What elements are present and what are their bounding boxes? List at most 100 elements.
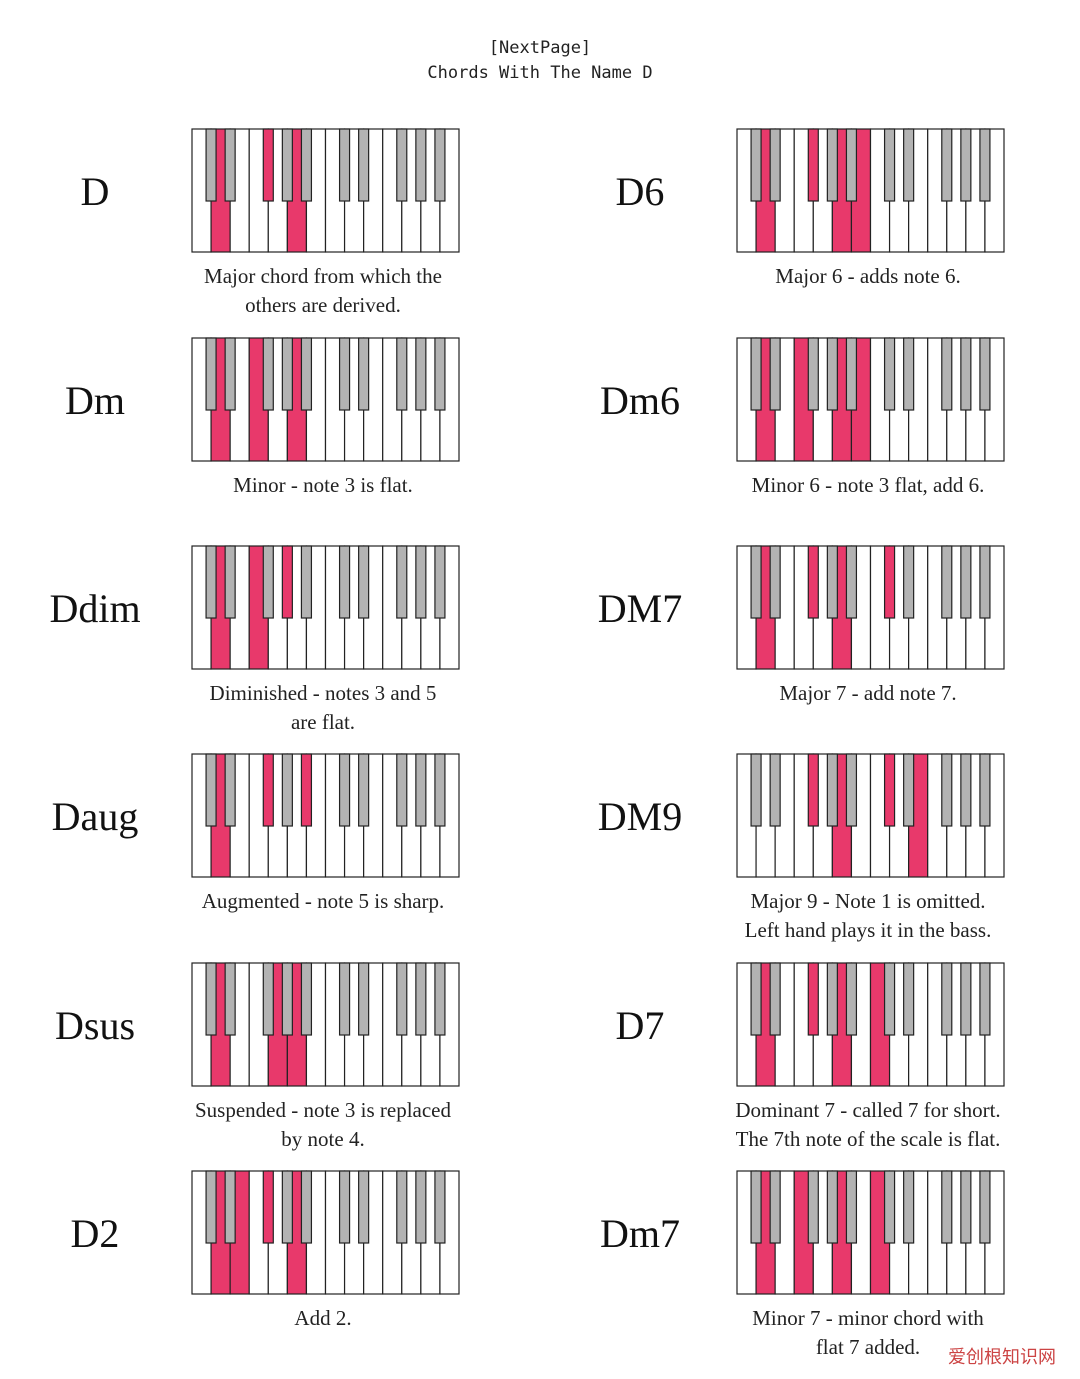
chord-dm7: DM7 Major 7 - add note 7. bbox=[0, 545, 1005, 753]
black-key bbox=[338, 128, 351, 202]
black-key bbox=[903, 753, 915, 827]
black-key bbox=[434, 962, 446, 1036]
black-key bbox=[903, 128, 915, 202]
chord-caption: Major 9 - Note 1 is omitted. Left hand p… bbox=[744, 889, 992, 942]
chord-caption: Minor 7 - minor chord with flat 7 added. bbox=[752, 1306, 984, 1359]
black-key bbox=[979, 1170, 991, 1244]
black-key bbox=[979, 753, 991, 827]
chord-caption: Minor 6 - note 3 flat, add 6. bbox=[751, 473, 985, 497]
black-key bbox=[750, 545, 762, 619]
black-key-highlighted bbox=[883, 545, 896, 619]
black-key bbox=[769, 337, 781, 411]
black-key bbox=[262, 545, 274, 619]
keyboard-diagram bbox=[736, 753, 1005, 878]
black-key bbox=[338, 337, 351, 411]
black-key-highlighted bbox=[807, 753, 819, 827]
black-key bbox=[300, 1170, 313, 1244]
black-key bbox=[807, 337, 819, 411]
chord-ddim: Ddim Diminished - notes 3 and 5 are flat. bbox=[0, 545, 540, 753]
chord-d: D Major chord from which the others are d… bbox=[0, 128, 540, 336]
black-key bbox=[769, 1170, 781, 1244]
black-key bbox=[883, 1170, 896, 1244]
black-key-highlighted bbox=[262, 753, 274, 827]
chord-name: DM7 bbox=[597, 586, 683, 631]
black-key bbox=[338, 753, 351, 827]
black-key bbox=[415, 962, 427, 1036]
black-key bbox=[960, 1170, 972, 1244]
black-key bbox=[224, 545, 236, 619]
black-key-highlighted bbox=[807, 545, 819, 619]
black-key bbox=[960, 337, 972, 411]
watermark: 爱创根知识网 bbox=[948, 1347, 1056, 1368]
black-key bbox=[960, 962, 972, 1036]
keyboard-diagram bbox=[736, 962, 1005, 1087]
black-key bbox=[826, 753, 838, 827]
black-key bbox=[358, 1170, 370, 1244]
black-key-highlighted bbox=[300, 753, 313, 827]
black-key bbox=[205, 962, 217, 1036]
chord-name: Dm bbox=[65, 378, 125, 423]
black-key bbox=[960, 545, 972, 619]
black-key bbox=[434, 545, 446, 619]
header-nextpage[interactable]: [NextPage] bbox=[488, 38, 592, 58]
black-key-highlighted bbox=[807, 128, 819, 202]
black-key bbox=[941, 1170, 953, 1244]
black-key bbox=[941, 962, 953, 1036]
black-key-highlighted bbox=[883, 753, 896, 827]
black-key bbox=[750, 128, 762, 202]
black-key bbox=[883, 962, 896, 1036]
black-key bbox=[415, 1170, 427, 1244]
chord-caption: Major 7 - add note 7. bbox=[779, 681, 957, 705]
black-key bbox=[300, 962, 313, 1036]
black-key bbox=[903, 962, 915, 1036]
black-key-highlighted bbox=[807, 962, 819, 1036]
black-key bbox=[205, 753, 217, 827]
black-key bbox=[358, 962, 370, 1036]
chord-dm: Dm Minor - note 3 is flat. bbox=[0, 337, 540, 545]
black-key bbox=[224, 128, 236, 202]
black-key bbox=[979, 962, 991, 1036]
black-key bbox=[396, 1170, 408, 1244]
black-key bbox=[750, 337, 762, 411]
chord-d7: D7 Dominant 7 - called 7 for short. The 7… bbox=[0, 962, 1005, 1170]
black-key bbox=[941, 545, 953, 619]
black-key bbox=[903, 1170, 915, 1244]
chord-name: Dm6 bbox=[600, 378, 680, 423]
black-key bbox=[941, 753, 953, 827]
black-key bbox=[826, 1170, 838, 1244]
black-key bbox=[750, 1170, 762, 1244]
black-key bbox=[415, 128, 427, 202]
black-key bbox=[883, 128, 896, 202]
black-key bbox=[300, 545, 313, 619]
chord-name: Dsus bbox=[54, 1003, 136, 1048]
black-key bbox=[396, 128, 408, 202]
black-key bbox=[358, 545, 370, 619]
black-key bbox=[358, 128, 370, 202]
chord-caption: Add 2. bbox=[294, 1306, 352, 1330]
black-key bbox=[845, 337, 858, 411]
black-key bbox=[750, 753, 762, 827]
black-key bbox=[281, 128, 293, 202]
black-key bbox=[941, 337, 953, 411]
black-key bbox=[281, 962, 293, 1036]
black-key bbox=[205, 1170, 217, 1244]
black-key bbox=[358, 753, 370, 827]
black-key bbox=[415, 337, 427, 411]
black-key bbox=[396, 962, 408, 1036]
chord-caption: Minor - note 3 is flat. bbox=[233, 473, 413, 497]
black-key-highlighted bbox=[281, 545, 293, 619]
black-key bbox=[769, 128, 781, 202]
header-title: Chords With The Name D bbox=[427, 63, 653, 83]
chord-caption: Suspended - note 3 is replaced by note 4… bbox=[194, 1098, 451, 1151]
chord-name: D6 bbox=[615, 169, 665, 214]
black-key bbox=[826, 337, 838, 411]
keyboard-diagram bbox=[736, 1170, 1005, 1295]
keyboard-diagram bbox=[191, 337, 460, 462]
black-key bbox=[396, 545, 408, 619]
black-key bbox=[979, 545, 991, 619]
black-key bbox=[300, 337, 313, 411]
black-key bbox=[338, 1170, 351, 1244]
keyboard-diagram bbox=[736, 545, 1005, 670]
chord-name: D bbox=[80, 169, 110, 214]
black-key bbox=[224, 962, 236, 1036]
